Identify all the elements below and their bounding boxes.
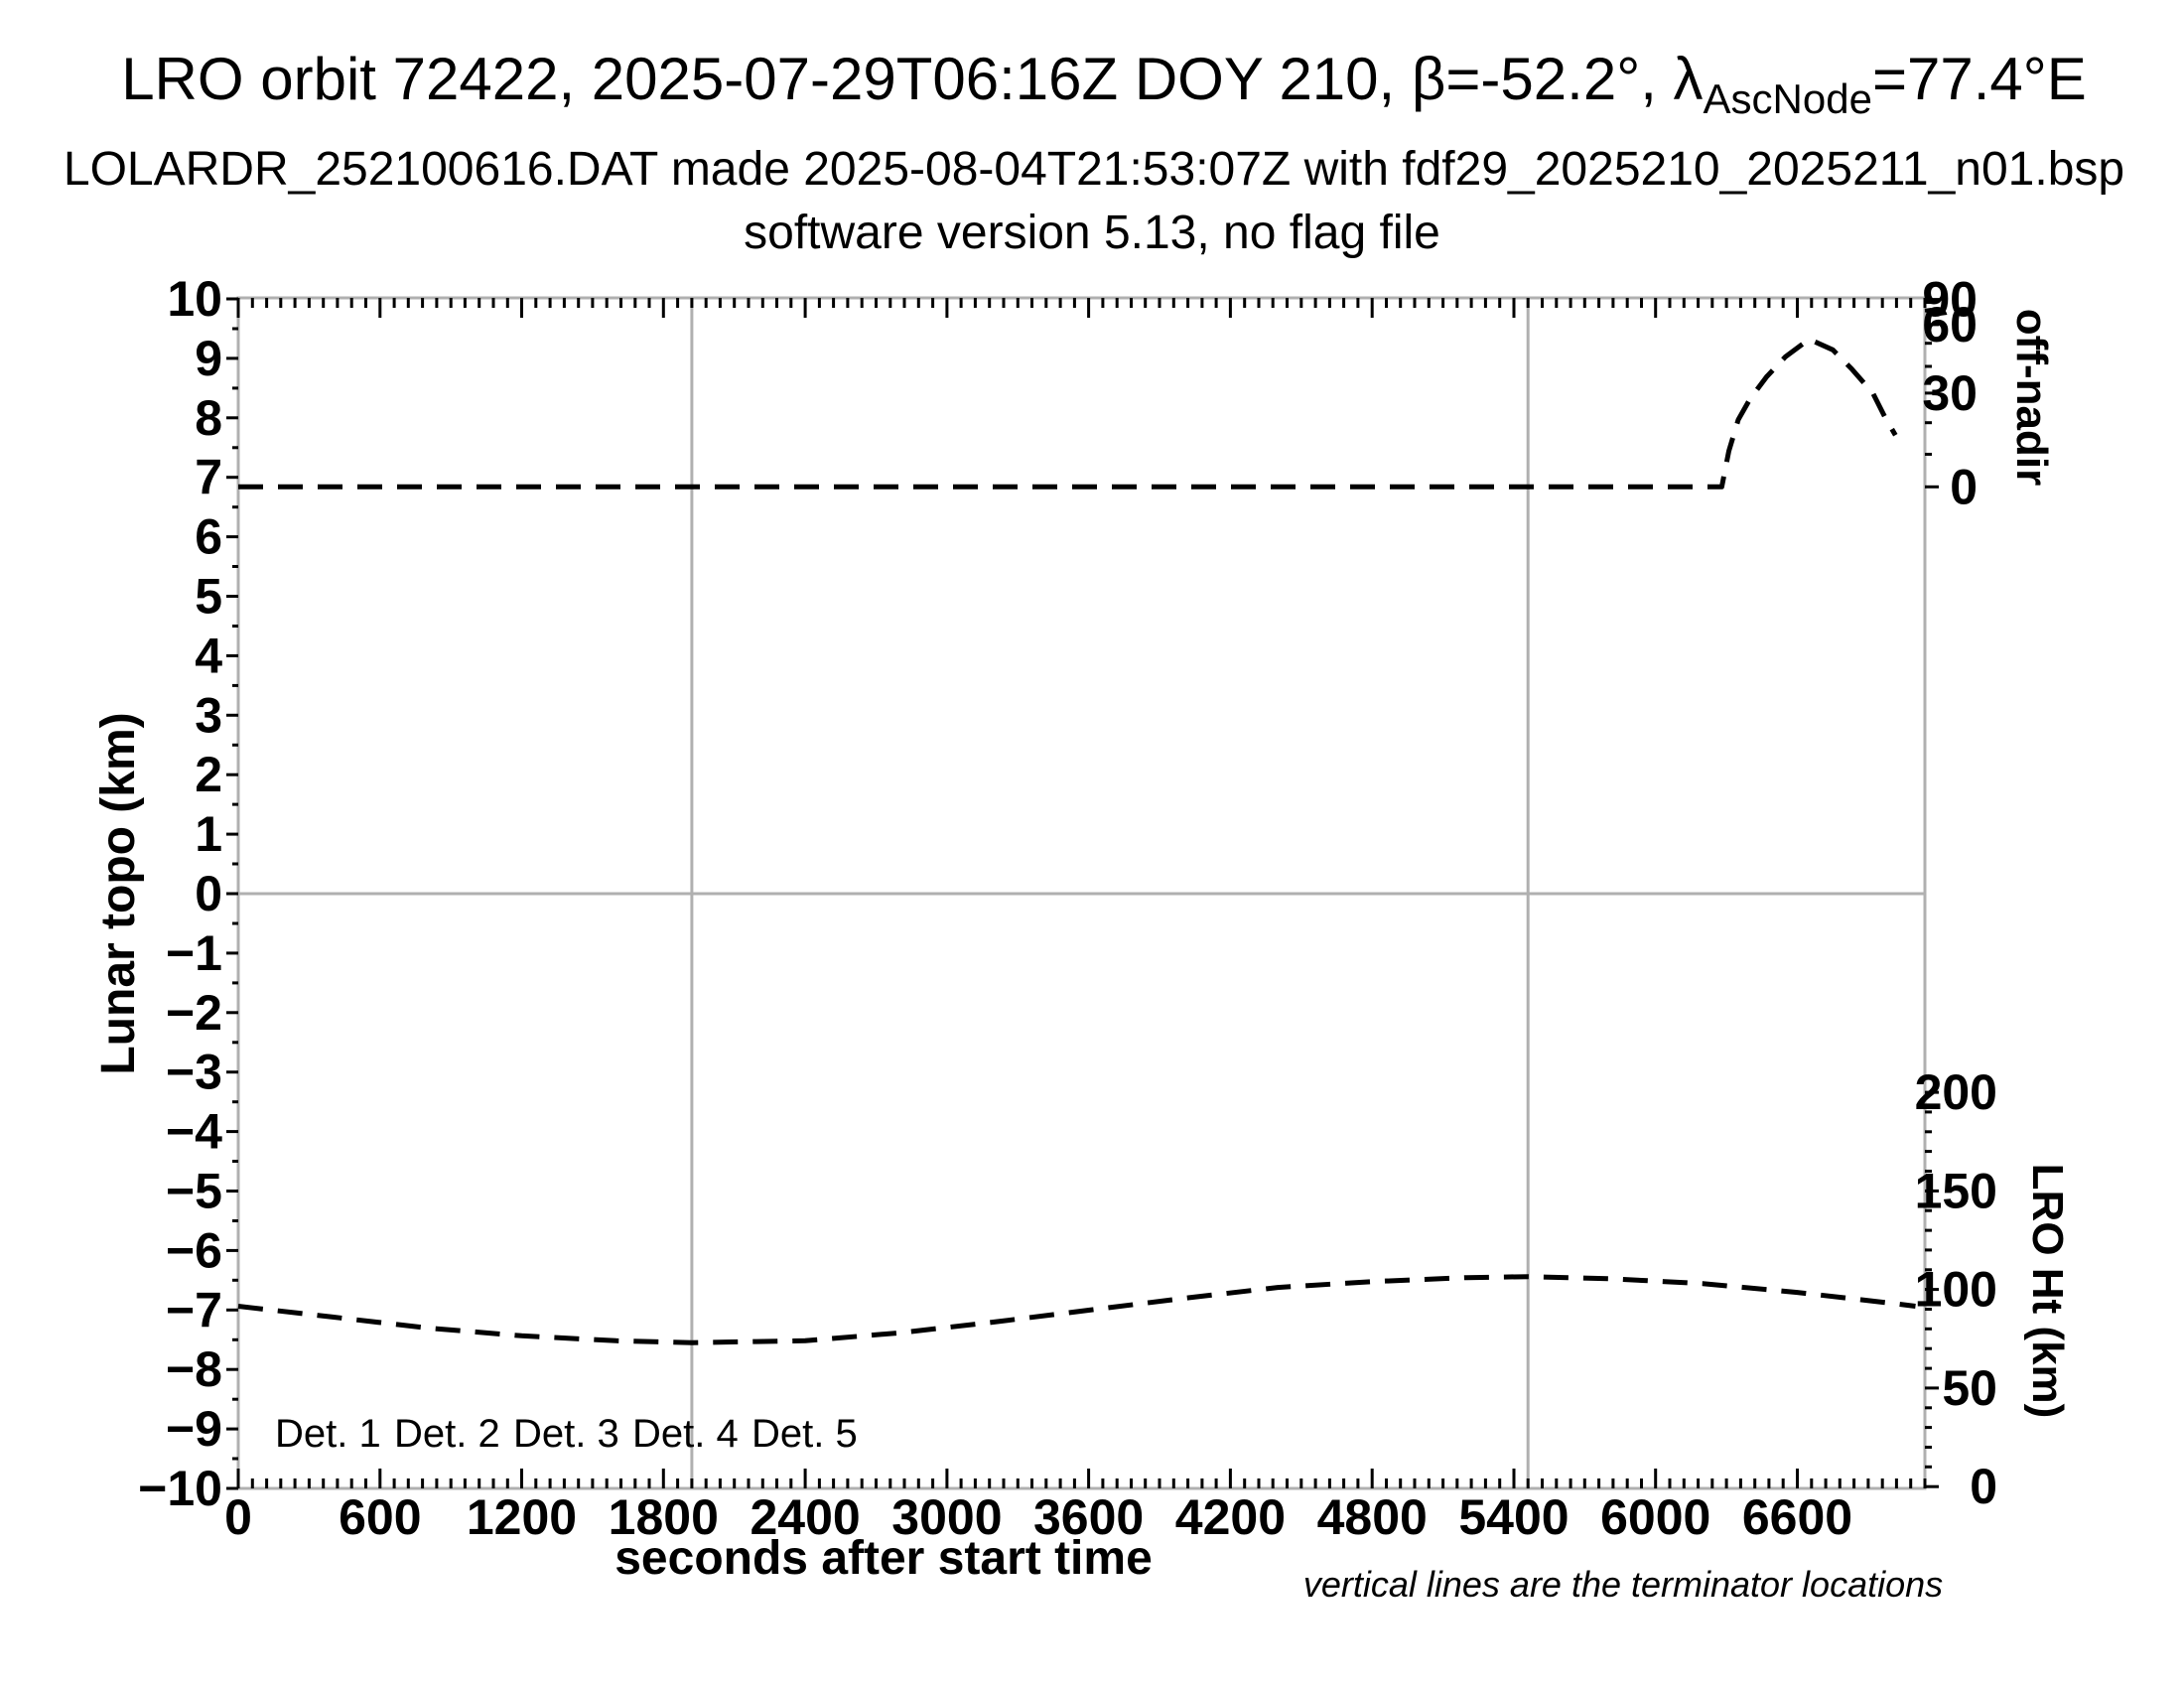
offnadir-tick-label: 60 [1922, 297, 1978, 352]
y-left-tick-label: −1 [166, 925, 222, 981]
y-left-tick-label: −7 [166, 1282, 222, 1337]
legend-det-4: Det. 4 [632, 1412, 739, 1456]
y-left-tick-label: −8 [166, 1341, 222, 1397]
y-left-tick-label: 1 [195, 806, 222, 862]
y-axis-right-top-title: off-nadir [2007, 309, 2056, 486]
y-left-tick-label: −9 [166, 1401, 222, 1457]
x-tick-label: 1800 [609, 1489, 719, 1545]
offnadir-tick-label: 90 [1922, 272, 1978, 328]
series-off-nadir-angle-curve [238, 337, 1898, 490]
terminator-footnote: vertical lines are the terminator locati… [1303, 1564, 1943, 1605]
offnadir-tick-label: 30 [1922, 365, 1978, 421]
subtitle-filename: LOLARDR_252100616.DAT made 2025-08-04T21… [64, 143, 2124, 196]
x-tick-label: 2400 [750, 1489, 860, 1545]
legend-det-3: Det. 3 [513, 1412, 619, 1456]
offnadir-tick-label: 0 [1950, 459, 1978, 514]
title-subscript: AscNode [1704, 75, 1872, 122]
y-left-tick-label: 8 [195, 390, 222, 446]
legend-det-2: Det. 2 [394, 1412, 500, 1456]
x-tick-label: 6600 [1742, 1489, 1852, 1545]
subtitle-software-version: software version 5.13, no flag file [744, 207, 1440, 259]
series-lro-height-curve [237, 1274, 1916, 1345]
x-axis-title: seconds after start time [614, 1532, 1153, 1585]
lro-ht-tick-label: 200 [1915, 1064, 1997, 1120]
lro-ht-tick-label: 100 [1915, 1262, 1997, 1318]
axis-tick-labels-layer: 0 600 1200 1800 2400 3000 3600 4200 4800 5400 6000… [138, 271, 1997, 1545]
legend-det-5: Det. 5 [751, 1412, 858, 1456]
y-left-tick-label: 7 [195, 450, 222, 505]
y-left-tick-label: 9 [195, 331, 222, 386]
detector-legend: Det. 1 Det. 2 Det. 3 Det. 4 Det. 5 [275, 1412, 858, 1456]
x-tick-label: 4800 [1317, 1489, 1428, 1545]
x-tick-label: 5400 [1458, 1489, 1569, 1545]
y-left-tick-label: −10 [138, 1461, 222, 1516]
y-left-tick-label: −6 [166, 1222, 222, 1278]
y-left-tick-label: 2 [195, 747, 222, 802]
y-left-tick-label: −3 [166, 1045, 222, 1100]
title-tail: =77.4°E [1872, 46, 2087, 112]
axis-ticks-layer [226, 297, 1939, 1490]
x-tick-label: 3600 [1033, 1489, 1144, 1545]
lro-ht-tick-label: 50 [1942, 1360, 1997, 1416]
y-left-tick-label: 3 [195, 687, 222, 743]
y-left-tick-label: 0 [195, 866, 222, 921]
legend-det-1: Det. 1 [275, 1412, 381, 1456]
y-left-tick-label: 5 [195, 569, 222, 625]
y-left-tick-label: −2 [166, 985, 222, 1041]
y-axis-right-bottom-title: LRO Ht (km) [2023, 1164, 2072, 1419]
y-left-tick-label: −4 [166, 1104, 222, 1160]
x-tick-label: 600 [339, 1489, 421, 1545]
y-left-tick-label: 4 [195, 628, 222, 683]
x-tick-label: 6000 [1600, 1489, 1710, 1545]
y-axis-left-title: Lunar topo (km) [92, 712, 145, 1074]
lro-ht-tick-label: 150 [1915, 1163, 1997, 1218]
y-left-tick-label: 6 [195, 509, 222, 565]
page-title: LRO orbit 72422, 2025-07-29T06:16Z DOY 2… [121, 46, 2087, 122]
x-tick-label: 4200 [1175, 1489, 1286, 1545]
y-left-tick-label: 10 [167, 271, 222, 327]
y-left-tick-label: −5 [166, 1164, 222, 1219]
title-main: LRO orbit 72422, 2025-07-29T06:16Z DOY 2… [121, 46, 1703, 112]
grid-lines-layer [238, 298, 1925, 1488]
x-tick-label: 0 [224, 1489, 252, 1545]
data-series-layer [237, 337, 1916, 1345]
x-tick-label: 1200 [467, 1489, 577, 1545]
x-tick-label: 3000 [891, 1489, 1002, 1545]
lro-ht-tick-label: 0 [1970, 1459, 1997, 1514]
